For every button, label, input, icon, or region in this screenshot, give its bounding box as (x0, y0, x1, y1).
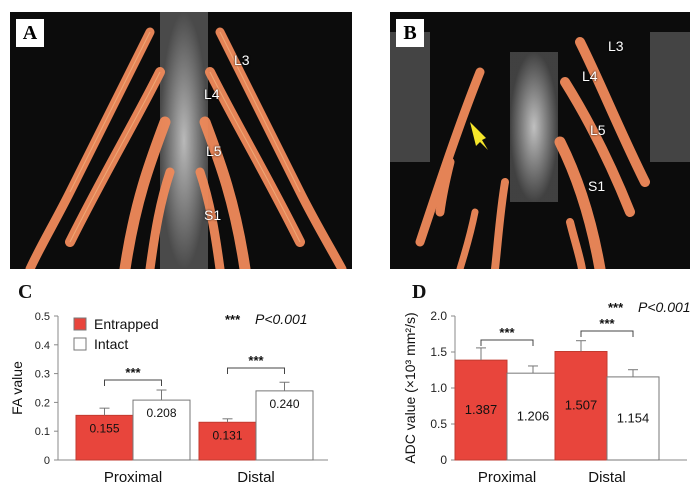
y-tick-label: 0.1 (35, 426, 50, 438)
data-label: 1.206 (517, 409, 550, 424)
legend-label: Entrapped (94, 316, 159, 332)
category-label: Proximal (104, 469, 162, 486)
data-label: 0.131 (212, 428, 242, 442)
y-tick-label: 0.5 (430, 417, 447, 431)
y-tick-label: 0 (44, 455, 50, 467)
y-tick-label: 0.5 (35, 311, 50, 323)
annotation-stars: *** (608, 300, 624, 315)
annotation-stars: *** (225, 312, 241, 327)
significance-stars: *** (248, 353, 264, 368)
neurography-image-b: B L3 L4 L5 S1 (390, 12, 690, 269)
data-label: 0.240 (269, 397, 299, 411)
data-label: 0.208 (146, 406, 176, 420)
nerve-label-l5: L5 (590, 122, 606, 138)
bar-intact (132, 399, 191, 461)
bar-intact (506, 372, 560, 461)
annotation-p: P<0.001 (255, 311, 308, 327)
legend-swatch-entrapped (73, 317, 87, 331)
panel-label-c: C (18, 281, 33, 303)
nerve-label-l5: L5 (206, 143, 222, 159)
y-tick-label: 0.3 (35, 369, 50, 381)
nerve-label-l4: L4 (582, 68, 598, 84)
bar-intact (606, 376, 660, 461)
y-tick-label: 1.0 (430, 381, 447, 395)
nerve-illustration-a (25, 12, 347, 269)
significance-stars: *** (499, 325, 515, 340)
data-label: 1.154 (617, 410, 650, 425)
nerve-label-s1: S1 (204, 207, 222, 223)
annotation-p: P<0.001 (638, 299, 691, 315)
category-label: Distal (237, 469, 275, 486)
panel-label-d: D (412, 281, 427, 303)
arrow-indicator (470, 122, 488, 150)
neurography-image-a: A L3 L4 L5 S1 (10, 12, 352, 269)
category-label: Proximal (478, 469, 536, 486)
data-label: 0.155 (89, 421, 119, 435)
y-axis-label: FA value (9, 361, 25, 415)
significance-stars: *** (599, 316, 615, 331)
adc-value-chart: 0 0.5 1.0 1.5 2.0 ADC value (×10³ mm²/s) 1.387… (402, 299, 691, 486)
fa-value-chart: 0 0.1 0.2 0.3 0.4 0.5 FA value 0.155 0.208 *** Pro… (9, 311, 328, 486)
legend-label: Intact (94, 336, 128, 352)
y-tick-label: 0.2 (35, 397, 50, 409)
significance-stars: *** (125, 365, 141, 380)
nerve-label-l3: L3 (234, 52, 250, 68)
nerve-label-l3: L3 (608, 38, 624, 54)
significance-bracket (580, 330, 634, 337)
y-tick-label: 2.0 (430, 309, 447, 323)
significance-bracket (227, 367, 285, 374)
nerve-label-s1: S1 (588, 178, 606, 194)
significance-bracket (104, 379, 162, 386)
category-label: Distal (588, 469, 626, 486)
bar-intact (255, 390, 314, 461)
bar-entrapped (75, 414, 134, 461)
y-tick-label: 1.5 (430, 345, 447, 359)
panel-label-a: A (16, 19, 44, 47)
legend-swatch-intact (73, 337, 87, 351)
bar-entrapped (454, 359, 508, 461)
bar-entrapped (198, 421, 257, 461)
data-label: 1.387 (465, 402, 498, 417)
y-axis-label: ADC value (×10³ mm²/s) (402, 312, 418, 463)
significance-bracket (480, 339, 534, 346)
bar-entrapped (554, 350, 608, 461)
nerve-illustration-b (390, 32, 690, 269)
panel-label-b: B (396, 19, 424, 47)
y-tick-label: 0.4 (35, 340, 50, 352)
data-label: 1.507 (565, 398, 598, 413)
y-tick-label: 0 (440, 453, 447, 467)
nerve-label-l4: L4 (204, 86, 220, 102)
